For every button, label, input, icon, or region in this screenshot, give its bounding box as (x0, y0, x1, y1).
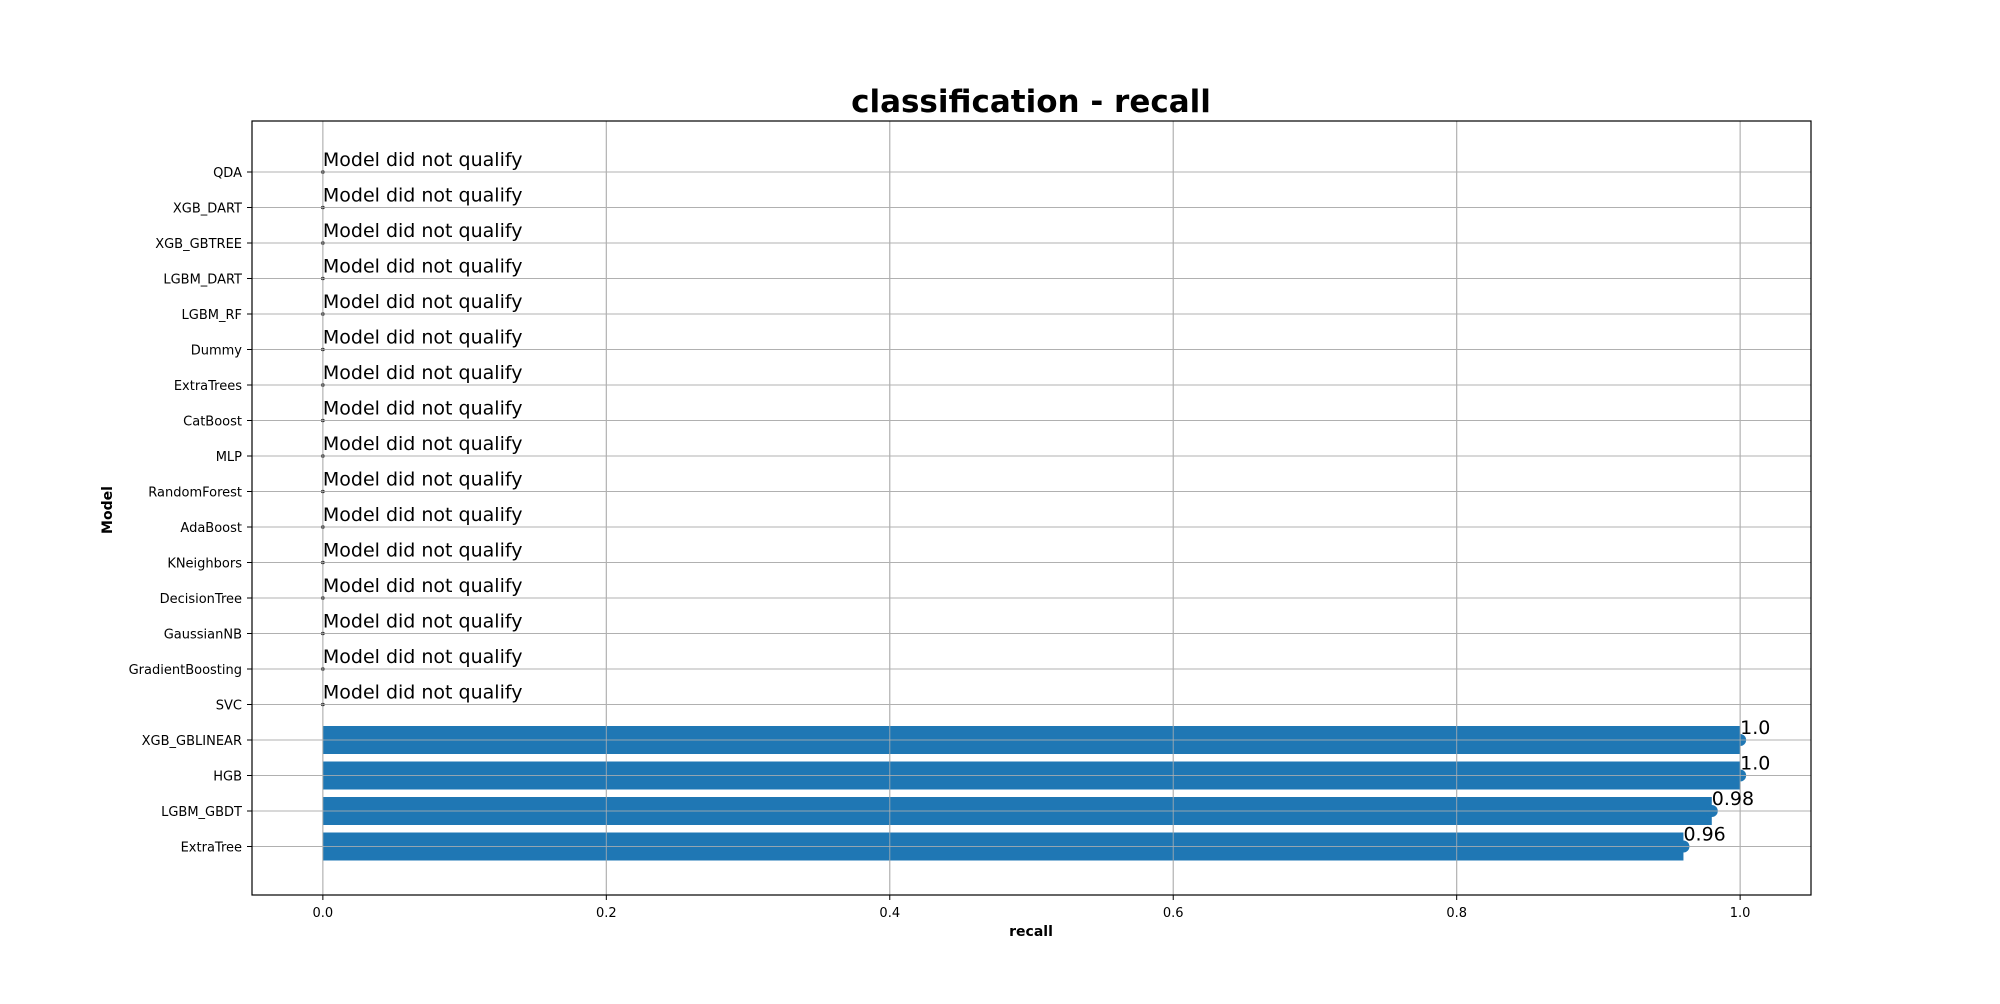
x-tick-label: 0.8 (1446, 906, 1467, 921)
y-tick-label: LGBM_DART (163, 273, 242, 288)
data-label: Model did not qualify (323, 575, 523, 597)
x-tick-label: 0.0 (313, 906, 334, 921)
data-label-layer: 0.96 0.98 1.0 1.0 Model did not qualify Model… (323, 149, 1770, 846)
data-label: Model did not qualify (323, 398, 523, 420)
data-label: Model did not qualify (323, 611, 523, 633)
y-tick-label: SVC (216, 699, 242, 714)
y-tick-label: HGB (213, 770, 242, 785)
plot-frame (251, 120, 1812, 896)
data-label: Model did not qualify (323, 646, 523, 668)
y-tick-label: XGB_GBTREE (155, 237, 242, 252)
data-label: Model did not qualify (323, 256, 523, 278)
x-tick-label: 0.2 (596, 906, 617, 921)
y-tick-label: LGBM_GBDT (161, 805, 242, 820)
y-tick-label: GaussianNB (164, 628, 242, 643)
x-tick-layer: 0.0 0.2 0.4 0.6 0.8 1.0 (313, 895, 1751, 921)
data-label: Model did not qualify (323, 504, 523, 526)
data-label: Model did not qualify (323, 540, 523, 562)
chart-title: classification - recall (851, 84, 1211, 120)
y-tick-label: CatBoost (183, 415, 242, 430)
x-axis-label: recall (1009, 924, 1053, 940)
data-label: Model did not qualify (323, 469, 523, 491)
y-tick-label: XGB_DART (173, 202, 242, 217)
y-tick-label: GradientBoosting (129, 663, 242, 678)
y-tick-label: LGBM_RF (182, 308, 242, 323)
y-tick-layer: ExtraTree LGBM_GBDT HGB XGB_GBLINEAR SVC Grad… (129, 166, 252, 856)
data-label: Model did not qualify (323, 149, 523, 171)
data-label: 1.0 (1740, 753, 1770, 775)
y-tick-label: ExtraTrees (174, 379, 242, 394)
y-axis-label: Model (100, 486, 116, 534)
y-tick-label: DecisionTree (160, 592, 242, 607)
data-label: 1.0 (1740, 717, 1770, 739)
data-label: Model did not qualify (323, 362, 523, 384)
data-label: 0.96 (1683, 824, 1725, 846)
y-tick-label: XGB_GBLINEAR (142, 734, 242, 749)
data-label: Model did not qualify (323, 682, 523, 704)
data-label: Model did not qualify (323, 220, 523, 242)
x-tick-label: 0.6 (1163, 906, 1184, 921)
x-tick-label: 0.4 (879, 906, 900, 921)
y-tick-label: MLP (216, 450, 242, 465)
y-tick-label: KNeighbors (167, 557, 242, 572)
y-tick-label: Dummy (191, 344, 243, 359)
y-tick-label: AdaBoost (180, 521, 242, 536)
x-tick-label: 1.0 (1730, 906, 1751, 921)
data-label: 0.98 (1712, 788, 1754, 810)
data-label: Model did not qualify (323, 327, 523, 349)
data-label: Model did not qualify (323, 185, 523, 207)
y-tick-label: RandomForest (148, 486, 242, 501)
data-label: Model did not qualify (323, 291, 523, 313)
y-tick-label: QDA (213, 166, 242, 181)
data-label: Model did not qualify (323, 433, 523, 455)
grid-overlay (252, 121, 1811, 895)
y-tick-label: ExtraTree (181, 841, 242, 856)
